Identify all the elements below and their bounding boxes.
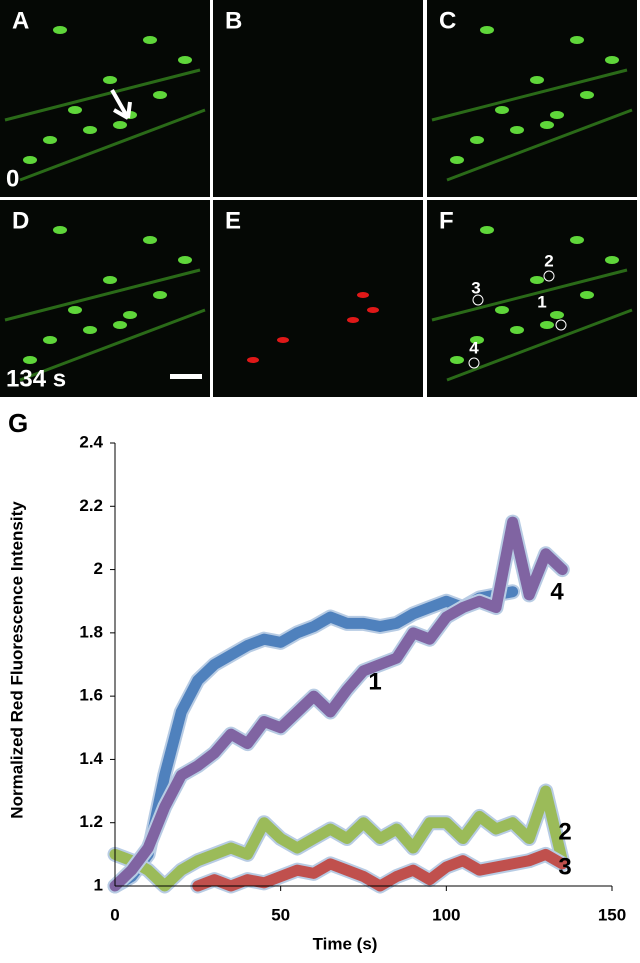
cell-blob: [540, 321, 554, 329]
cell-blob: [23, 156, 37, 164]
roi-label: 2: [544, 251, 553, 270]
cell-blob: [470, 136, 484, 144]
roi-label: 4: [469, 338, 479, 357]
cell-process: [4, 268, 206, 382]
cell-blob: [103, 276, 117, 284]
cell-blob: [510, 126, 524, 134]
panel-label: C: [439, 7, 456, 34]
series-label: 4: [550, 578, 564, 605]
red-signal: [277, 337, 289, 343]
cell-process: [4, 68, 206, 182]
cell-blob: [53, 226, 67, 234]
cell-blob: [143, 236, 157, 244]
cell-blob: [510, 326, 524, 334]
micrograph: [0, 0, 210, 197]
cell-blob: [580, 291, 594, 299]
x-tick-label: 0: [110, 905, 119, 924]
cell-blob: [550, 311, 564, 319]
cell-blob: [450, 356, 464, 364]
series-line: [109, 516, 568, 892]
x-tick-label: 50: [271, 905, 290, 924]
red-signal: [357, 292, 369, 298]
cell-blob: [53, 26, 67, 34]
red-signal: [247, 357, 259, 363]
cell-blob: [495, 106, 509, 114]
y-tick-label: 2.2: [79, 496, 103, 515]
panel-label: D: [12, 207, 29, 234]
cell-blob: [153, 91, 167, 99]
scale-bar: [170, 374, 202, 379]
cell-blob: [83, 326, 97, 334]
time-label: 0: [6, 165, 19, 192]
arrow: [110, 89, 132, 120]
cell-blob: [530, 76, 544, 84]
cell-blob: [143, 36, 157, 44]
cell-blob: [530, 276, 544, 284]
x-tick-label: 150: [598, 905, 626, 924]
cell-blob: [450, 156, 464, 164]
cell-blob: [570, 236, 584, 244]
panel-label: F: [439, 207, 454, 234]
micrograph: [427, 200, 637, 397]
panel-label: A: [12, 7, 29, 34]
cell-blob: [605, 56, 619, 64]
y-tick-label: 1.6: [79, 686, 103, 705]
x-axis-label: Time (s): [313, 934, 378, 953]
cell-blob: [153, 291, 167, 299]
cell-process: [431, 268, 633, 382]
red-signal: [367, 307, 379, 313]
cell-blob: [570, 36, 584, 44]
cell-blob: [23, 356, 37, 364]
cell-blob: [178, 56, 192, 64]
y-tick-label: 1.8: [79, 622, 103, 641]
micrograph: [427, 0, 637, 197]
cell-blob: [68, 106, 82, 114]
micrograph: [213, 0, 423, 197]
series-line: [109, 586, 519, 892]
cell-blob: [103, 76, 117, 84]
y-tick-label: 1.2: [79, 812, 103, 831]
cell-blob: [123, 311, 137, 319]
series-line: [109, 785, 568, 892]
y-tick-label: 2.4: [79, 432, 103, 451]
roi: [543, 270, 555, 282]
panel-label: B: [225, 7, 242, 34]
cell-process: [431, 68, 633, 182]
cell-blob: [580, 91, 594, 99]
time-label: 134 s: [6, 365, 66, 392]
x-tick-label: 100: [432, 905, 460, 924]
micrograph: [0, 200, 210, 397]
cell-blob: [495, 306, 509, 314]
red-signal: [347, 317, 359, 323]
series-label: 1: [368, 668, 381, 695]
panel-label: E: [225, 207, 241, 234]
cell-blob: [43, 336, 57, 344]
cell-blob: [113, 121, 127, 129]
cell-blob: [480, 226, 494, 234]
y-tick-label: 2: [94, 559, 103, 578]
series-label: 2: [558, 818, 571, 845]
cell-blob: [540, 121, 554, 129]
cell-blob: [178, 256, 192, 264]
series-label: 3: [558, 853, 571, 880]
cell-blob: [550, 111, 564, 119]
cell-blob: [605, 256, 619, 264]
roi: [555, 319, 567, 331]
cell-blob: [43, 136, 57, 144]
y-axis-label: Normalized Red Fluorescence Intensity: [7, 501, 26, 819]
cell-blob: [68, 306, 82, 314]
y-tick-label: 1.4: [79, 749, 103, 768]
roi: [472, 294, 484, 306]
micrograph: [213, 200, 423, 397]
figure-label: G: [8, 408, 28, 438]
roi-label: 3: [471, 278, 480, 297]
cell-blob: [470, 336, 484, 344]
cell-blob: [113, 321, 127, 329]
cell-blob: [83, 126, 97, 134]
y-tick-label: 1: [94, 875, 103, 894]
cell-blob: [480, 26, 494, 34]
roi-label: 1: [537, 292, 546, 311]
roi: [468, 357, 480, 369]
